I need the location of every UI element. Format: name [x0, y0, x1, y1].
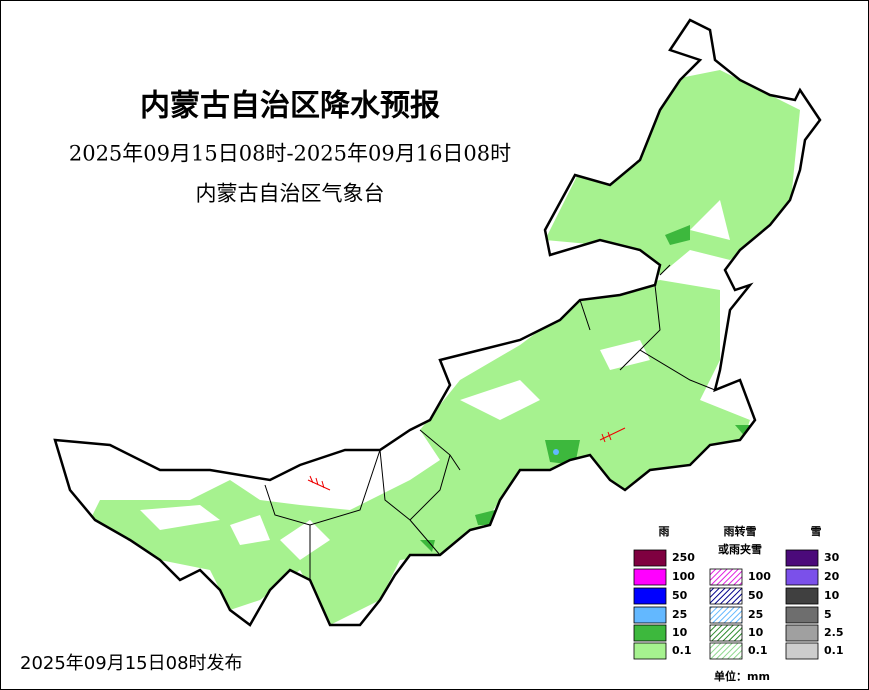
issue-time: 2025年09月15日08时发布: [20, 653, 243, 674]
legend-swatch: [709, 568, 743, 586]
league-borders: [264, 264, 716, 580]
legend-swatch: [785, 642, 819, 660]
legend-label: 20: [824, 570, 840, 583]
issuer: 内蒙古自治区气象台: [196, 182, 385, 206]
legend-heading: 雨: [659, 525, 670, 538]
legend-label: 0.1: [824, 644, 844, 657]
region-outline: [53, 18, 822, 627]
legend-label: 5: [824, 608, 832, 621]
legend-label: 50: [672, 589, 688, 602]
legend-swatch: [785, 606, 819, 624]
legend-swatch: [633, 568, 667, 586]
legend-swatch: [633, 549, 667, 567]
legend-swatch: [633, 624, 667, 642]
forecast-period: 2025年09月15日08时-2025年09月16日08时: [69, 142, 511, 166]
legend-label: 0.1: [672, 644, 692, 657]
legend-label: 10: [672, 626, 688, 639]
legend-swatch: [709, 642, 743, 660]
unit: 单位：mm: [714, 669, 770, 683]
legend-swatch: [633, 642, 667, 660]
legend-swatch: [785, 568, 819, 586]
legend-label: 100: [672, 570, 695, 583]
legend-label: 25: [672, 608, 687, 621]
legend-swatch: [709, 587, 743, 605]
legend-label: 10: [748, 626, 764, 639]
legend-swatch: [785, 549, 819, 567]
map-title: 内蒙古自治区降水预报: [140, 89, 440, 124]
legend-heading: 雪: [811, 525, 822, 538]
legend-swatch: [633, 587, 667, 605]
legend-heading: 或雨夹雪: [718, 542, 762, 556]
legend-swatch: [785, 587, 819, 605]
legend-label: 30: [824, 551, 840, 564]
legend-swatch: [709, 624, 743, 642]
legend-label: 250: [672, 551, 695, 564]
legend-label: 50: [748, 589, 764, 602]
legend-label: 0.1: [748, 644, 768, 657]
legend-heading: 雨转雪: [724, 524, 757, 538]
legend-swatch: [785, 624, 819, 642]
legend-label: 25: [748, 608, 763, 621]
legend-label: 100: [748, 570, 771, 583]
wind-barbs: [307, 427, 626, 491]
legend-swatch: [709, 606, 743, 624]
legend-label: 10: [824, 589, 840, 602]
legend-swatch: [633, 606, 667, 624]
legend-label: 2.5: [824, 626, 844, 639]
